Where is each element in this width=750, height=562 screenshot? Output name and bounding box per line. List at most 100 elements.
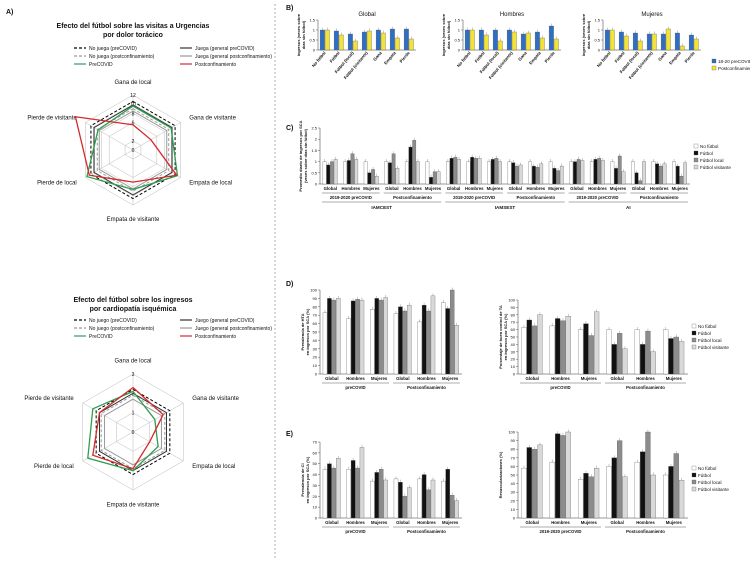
radar1-axis-label: Gana de visitante: [189, 116, 236, 122]
D2-chart: 0 10 20 30 40 50 60 70 80 90 100 Porcentaje de buen…: [498, 298, 729, 391]
B-hombres-y-label: Ingresos (veces sobre: [441, 13, 446, 56]
B-mujeres-category-label: No fútbol: [596, 50, 612, 68]
B-global-bar: [347, 33, 353, 51]
D2-bar: [578, 329, 584, 375]
D2-bar: [537, 314, 543, 375]
B-mujeres-bar: [665, 28, 671, 51]
D2-category-label: Global: [525, 376, 538, 381]
D2-y-tick-label: 30: [511, 349, 516, 354]
E2-chart: 0 10 20 30 40 50 60 70 80 90 100 Revascularizacione…: [498, 429, 729, 534]
D2-y-tick-label: 60: [511, 327, 516, 332]
E1-bar: [355, 467, 360, 519]
D1-y-tick-label: 100: [310, 288, 317, 293]
B-mujeres-y-tick-label: 0: [598, 48, 601, 53]
C-bar: [354, 159, 359, 185]
B-hombres-category-label: Empata: [528, 50, 542, 66]
C-legend-swatch: [693, 143, 699, 149]
panel-label-d: D): [286, 281, 293, 288]
C-bar: [515, 165, 519, 185]
E2-subgroup-label: Postconfinamiento: [626, 529, 665, 534]
C-bar: [391, 153, 396, 185]
B-global-bar: [380, 32, 386, 51]
radar1-tick-label: 2: [132, 139, 135, 145]
C-legend-swatch: [693, 150, 699, 156]
E2-bar: [622, 476, 628, 519]
E2-category-label: Hombres: [636, 520, 655, 525]
C-group-label: IAMSEST: [495, 205, 516, 210]
D1-category-label: Hombres: [346, 376, 365, 381]
D2-y-tick-label: 40: [511, 342, 516, 347]
C-bar: [621, 171, 626, 185]
C-chart: 0 0.5 1 1.5 2 2.5 Promedio diario de ingresos …: [298, 120, 731, 210]
radar2-tick-label: 0: [132, 430, 135, 436]
B-global-category-label: No fútbol: [311, 50, 327, 68]
C-bar: [330, 161, 334, 185]
E1-subgroup-label: Postconfinamiento: [407, 529, 446, 534]
B-mujeres-category-label: Pierde: [683, 50, 696, 64]
B-mujeres-bar: [688, 34, 694, 51]
D2-bar: [526, 319, 532, 375]
panel-label-b: B): [286, 5, 293, 12]
radar1-axis-label: Pierde de visitante: [27, 116, 77, 122]
B-hombres-category-label: Pierde: [543, 50, 556, 64]
B-global-bar: [403, 28, 409, 51]
radar1-legend-label: PreCOVID: [89, 62, 113, 68]
B-global-category-label: Empata: [383, 50, 397, 66]
E2-category-label: Mujeres: [581, 520, 598, 525]
C-legend-label: No fútbol: [700, 144, 718, 149]
B-mujeres-legend-label: Postconfinamiento: [718, 66, 750, 71]
radar2-axis-label: Gana de visitante: [192, 396, 239, 402]
E2-bar: [521, 467, 527, 519]
D1-chart: 0 10 20 30 40 50 60 70 80 90 100 Prevalencia de HTA…: [300, 287, 462, 390]
D1-bar: [450, 289, 455, 375]
E1-y-tick-label: 30: [313, 483, 318, 488]
radar1-spoke: [132, 122, 181, 151]
B-mujeres-bar: [693, 38, 699, 51]
C-bar: [446, 161, 450, 185]
B-hombres-bar: [497, 40, 503, 51]
B-hombres-bar: [506, 29, 512, 51]
C-bar: [638, 180, 643, 185]
E1-chart: 0 10 20 30 40 50 60 70 Prevalencia de CI en ingre…: [300, 440, 462, 534]
E2-bar: [578, 479, 584, 519]
C-bar: [610, 161, 615, 185]
D2-y-tick-label: 70: [511, 320, 516, 325]
E1-bar: [383, 479, 388, 519]
D1-bar: [454, 325, 459, 375]
C-bar: [580, 160, 585, 185]
D2-bar: [606, 329, 612, 375]
C-bar: [416, 161, 420, 185]
C-bar: [350, 153, 355, 185]
radar1-legend-label: Juega (general postconfinamiento): [195, 54, 272, 60]
E1-category-label: Mujeres: [371, 520, 388, 525]
B-mujeres-bar: [604, 29, 610, 51]
E1-y-label: Prevalencia de CI: [300, 463, 305, 496]
D1-y-tick-label: 60: [313, 321, 318, 326]
C-bar: [535, 167, 540, 185]
C-category-label: Mujeres: [610, 186, 627, 191]
E2-bar: [663, 474, 669, 519]
radar2-series-line: [87, 390, 159, 472]
C-bar: [597, 158, 602, 185]
B-mujeres-bar: [674, 32, 680, 51]
D1-y-tick-label: 20: [313, 355, 318, 360]
B-mujeres-y-tick-label: 1.5: [594, 18, 600, 23]
C-bar: [634, 172, 639, 185]
C-bar: [453, 156, 458, 185]
D1-y-label: Prevalencia de HTA: [300, 313, 305, 350]
B-global-bar: [352, 40, 358, 51]
B-mujeres-bar: [623, 35, 629, 51]
E1-category-label: Global: [396, 520, 409, 525]
C-category-label: Hombres: [403, 186, 422, 191]
radar1-series-line: [93, 104, 173, 196]
B-global-category-label: Gana: [372, 50, 383, 62]
C-subgroup-label: 2019-2020 preCOVID: [330, 195, 372, 200]
D2-category-label: Global: [610, 376, 623, 381]
E2-y-tick-label: 40: [511, 481, 516, 486]
B-hombres-bar: [548, 25, 554, 51]
B-hombres-category-label: No fútbol: [456, 50, 472, 68]
B-mujeres-bar: [609, 29, 615, 51]
B-global-bar: [324, 29, 330, 51]
B-global-bar: [408, 38, 414, 51]
radar1-axis-label: Empata de local: [189, 180, 232, 186]
